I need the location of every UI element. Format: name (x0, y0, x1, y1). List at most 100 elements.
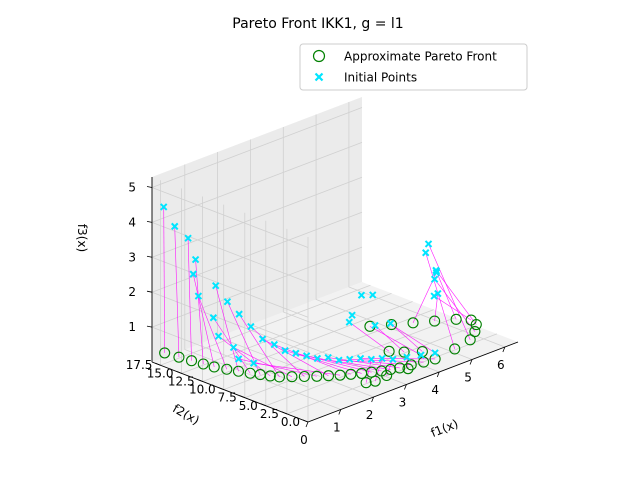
legend-front-label: Approximate Pareto Front (344, 50, 497, 64)
y-tick-label: 17.5 (126, 358, 153, 372)
x-tick-label: 0 (300, 433, 308, 447)
initial-point (417, 351, 425, 359)
connector-line (349, 321, 390, 352)
initial-point (424, 240, 433, 248)
initial-point (403, 353, 411, 361)
y-tick-label: 7.5 (218, 391, 237, 405)
x-tick (305, 421, 309, 428)
y-tick (302, 419, 309, 423)
connector-line (250, 326, 305, 377)
x-grid-line (282, 127, 440, 373)
connector-line (433, 295, 472, 321)
initial-point (234, 355, 243, 363)
z-tick (146, 186, 153, 188)
y-tick (281, 411, 288, 415)
chart-title: Pareto Front IKK1, g = l1 (232, 16, 403, 32)
connector-line (192, 274, 215, 368)
connector-line (365, 359, 372, 383)
z-tick (146, 220, 153, 223)
pareto-point (197, 358, 209, 370)
pareto-point (394, 362, 406, 374)
x-axis-line (307, 341, 519, 423)
pareto-point (405, 359, 417, 371)
connector-line (215, 285, 239, 372)
pareto-point (322, 370, 335, 382)
initial-point (356, 354, 365, 363)
y-tick (218, 387, 224, 390)
pareto-point (232, 365, 245, 377)
pareto-point (345, 368, 357, 380)
initial-point (430, 275, 439, 283)
connector-line (369, 326, 422, 356)
legend: Approximate Pareto Front Initial Points (299, 43, 528, 91)
pareto-point (298, 370, 310, 383)
initial-point (209, 314, 218, 322)
pareto-point (469, 326, 481, 338)
initial-point (348, 311, 356, 319)
initial-point (313, 354, 322, 363)
initial-point (160, 203, 168, 211)
z-tick-label: 3 (128, 250, 136, 264)
connector-line (253, 362, 341, 376)
pareto-point (334, 369, 346, 381)
initial-point (194, 292, 203, 300)
z-tick-label: 5 (128, 180, 136, 194)
y-tick-label: 0.0 (281, 415, 300, 429)
connector-line (198, 295, 228, 370)
x-tick (371, 396, 374, 403)
initial-point (335, 356, 343, 364)
x-tick-label: 3 (399, 396, 407, 410)
initial-point (371, 321, 379, 330)
connector-line (391, 324, 436, 354)
pareto-point (385, 319, 398, 331)
connector-line (406, 357, 409, 369)
y-tick (155, 362, 161, 366)
x-tick-label: 6 (497, 358, 505, 372)
initial-point (389, 355, 397, 364)
initial-point (258, 335, 267, 343)
connector-line (428, 243, 471, 340)
pareto-point (407, 317, 419, 329)
initial-point (191, 255, 200, 264)
y-tick-label: 5.0 (239, 399, 258, 413)
x-tick-label: 5 (464, 371, 472, 385)
x-tick (469, 359, 473, 365)
initial-point (249, 359, 258, 367)
connector-line (435, 270, 457, 320)
connector-line (374, 325, 405, 353)
x-tick (436, 371, 440, 378)
initial-point (430, 292, 438, 300)
x-tick (502, 346, 506, 353)
x-tick-label: 2 (366, 408, 374, 422)
y-tick-label: 10.0 (189, 383, 216, 397)
x-grid-line (184, 164, 341, 410)
z-tick-label: 2 (128, 285, 136, 299)
x-grid-line (348, 102, 506, 348)
connector-line (386, 359, 394, 376)
y-tick-label: 2.5 (260, 407, 279, 421)
initial-point (212, 281, 220, 290)
initial-point (432, 267, 441, 275)
y-tick (260, 403, 266, 407)
pareto-point (159, 347, 171, 359)
y-tick (239, 395, 245, 399)
initial-point (324, 353, 332, 362)
connector-line (187, 238, 192, 361)
pareto-point (383, 345, 395, 357)
initial-point (357, 291, 366, 299)
connector-line (434, 279, 476, 332)
initial-point (345, 318, 353, 326)
pareto-point (264, 370, 276, 382)
initial-point (214, 332, 223, 340)
y-tick (197, 379, 203, 382)
pareto-point (470, 319, 482, 331)
x-grid-line (249, 139, 407, 385)
pareto-point (381, 369, 393, 382)
pareto-point (185, 355, 198, 367)
pareto-front-points (159, 313, 482, 389)
pareto-point (360, 377, 372, 389)
z-tick (146, 255, 153, 258)
initial-point (189, 270, 197, 278)
y-tick (176, 370, 182, 374)
